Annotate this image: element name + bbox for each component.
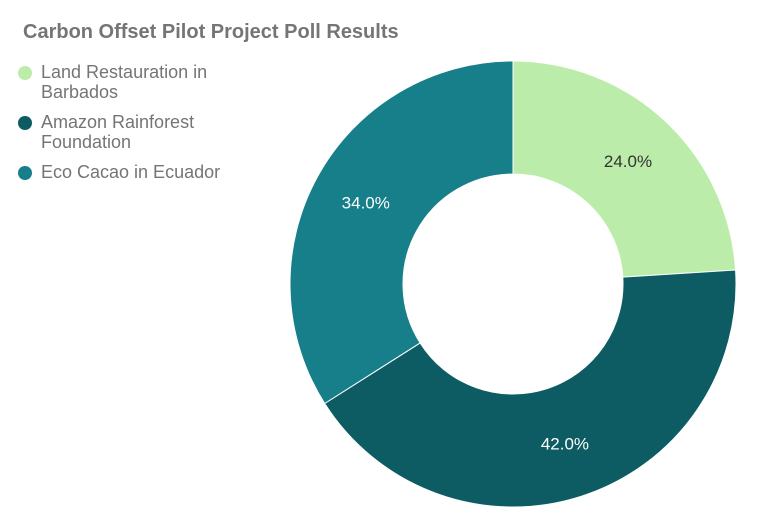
- chart-legend: Land Restauration in Barbados Amazon Rai…: [18, 62, 258, 192]
- legend-label-amazon-rainforest: Amazon Rainforest Foundation: [41, 112, 195, 152]
- legend-label-land-restauration: Land Restauration in Barbados: [41, 62, 208, 102]
- legend-item-amazon-rainforest: Amazon Rainforest Foundation: [18, 112, 258, 152]
- slice-eco-cacao: [289, 60, 514, 405]
- slice-label-amazon-rainforest: 42.0%: [541, 434, 589, 453]
- legend-swatch-amazon-rainforest: [18, 116, 32, 130]
- slice-label-eco-cacao: 34.0%: [342, 194, 390, 213]
- slice-land-restauration: [512, 60, 737, 278]
- legend-swatch-eco-cacao: [18, 166, 32, 180]
- legend-item-eco-cacao: Eco Cacao in Ecuador: [18, 162, 258, 182]
- legend-item-land-restauration: Land Restauration in Barbados: [18, 62, 258, 102]
- chart-title: Carbon Offset Pilot Project Poll Results: [23, 21, 399, 43]
- slice-label-land-restauration: 24.0%: [604, 152, 652, 171]
- legend-label-eco-cacao: Eco Cacao in Ecuador: [41, 162, 221, 182]
- slice-amazon-rainforest: [324, 269, 737, 508]
- legend-swatch-land-restauration: [18, 66, 32, 80]
